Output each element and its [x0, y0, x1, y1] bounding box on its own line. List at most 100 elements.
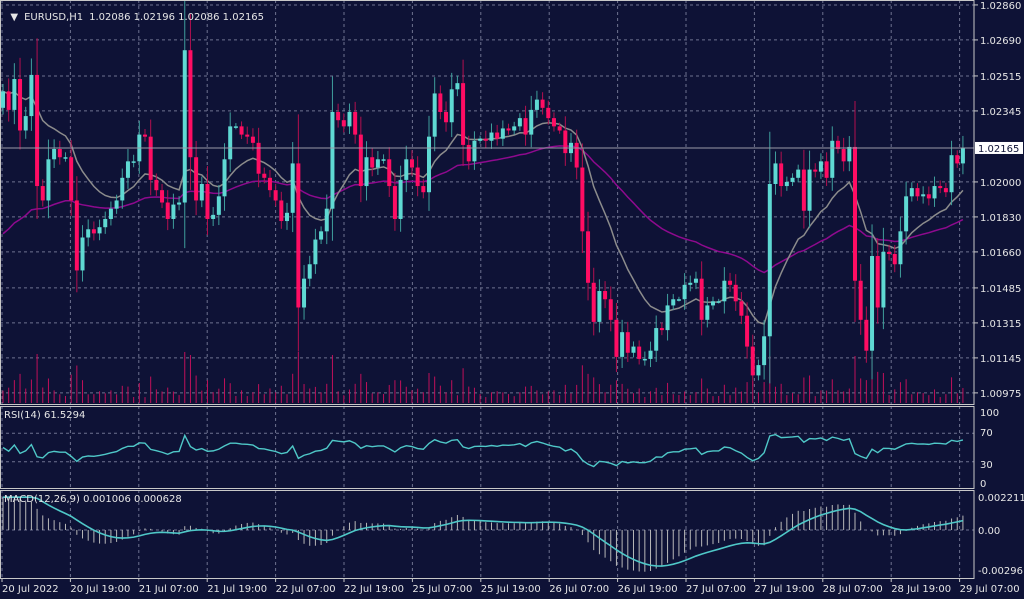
macd-axis-label: -0.00296	[978, 566, 1023, 577]
candle-body	[91, 229, 96, 234]
bearish-candle	[864, 306, 869, 363]
bearish-candle	[91, 221, 96, 241]
candle-body	[194, 157, 199, 201]
bullish-candle	[818, 153, 823, 179]
candle-body	[858, 280, 863, 320]
bearish-candle	[875, 238, 880, 324]
bullish-candle	[711, 296, 715, 310]
bullish-candle	[120, 168, 125, 209]
candle-body	[523, 118, 528, 135]
candle-body	[239, 126, 244, 135]
triangle-down-icon[interactable]: ▼	[10, 12, 19, 23]
bullish-candle	[722, 267, 727, 314]
candle-body	[597, 291, 602, 322]
candle-body	[23, 116, 28, 131]
candle-body	[676, 299, 681, 301]
price-axis-label: 1.01315	[980, 319, 1021, 330]
candle-body	[620, 332, 625, 357]
bearish-candle	[943, 182, 948, 198]
bearish-candle	[358, 116, 363, 203]
candle-body	[926, 194, 931, 199]
candle-body	[711, 301, 715, 306]
bearish-candle	[370, 147, 375, 177]
bullish-candle	[904, 181, 909, 245]
bullish-candle	[631, 341, 636, 358]
candle-body	[125, 161, 130, 178]
candle-body	[381, 159, 386, 161]
candle-body	[444, 111, 449, 123]
candle-body	[637, 346, 642, 359]
bearish-candle	[74, 176, 79, 293]
bullish-candle	[949, 140, 954, 206]
bullish-candle	[705, 296, 710, 328]
candle-body	[188, 50, 193, 158]
bearish-candle	[239, 121, 244, 140]
candle-body	[887, 251, 892, 254]
candle-body	[421, 186, 426, 193]
candle-body	[870, 256, 875, 351]
bullish-candle	[671, 294, 676, 311]
candle-body	[835, 140, 840, 150]
candle-body	[614, 319, 619, 357]
candle-body	[256, 142, 261, 174]
candle-body	[955, 155, 960, 164]
rsi-axis-label: 30	[980, 460, 993, 471]
bullish-candle	[285, 202, 289, 230]
candle-body	[580, 167, 585, 232]
bearish-candle	[438, 85, 443, 120]
bearish-candle	[580, 143, 585, 253]
price-axis-label: 1.01660	[980, 248, 1021, 259]
candle-body	[938, 186, 943, 189]
candle-body	[631, 346, 636, 353]
bearish-candle	[353, 101, 358, 144]
bullish-candle	[199, 176, 204, 208]
bullish-candle	[125, 149, 130, 189]
candle-body	[370, 157, 375, 168]
candle-body	[52, 149, 57, 160]
bullish-candle	[830, 126, 835, 191]
candle-body	[767, 183, 772, 337]
candle-body	[114, 200, 119, 209]
bearish-candle	[608, 286, 613, 332]
bullish-candle	[319, 226, 324, 245]
bullish-candle	[330, 76, 335, 241]
candle-body	[625, 332, 630, 353]
bearish-candle	[926, 186, 931, 206]
bullish-candle	[796, 164, 801, 183]
candle-body	[563, 130, 568, 154]
candle-body	[483, 138, 488, 141]
bullish-candle	[898, 216, 903, 278]
bearish-candle	[523, 105, 528, 146]
bearish-candle	[154, 173, 159, 196]
bullish-candle	[767, 131, 772, 384]
candle-body	[29, 74, 34, 117]
candle-body	[796, 169, 801, 178]
candle-body	[853, 146, 857, 281]
candle-body	[336, 111, 341, 121]
bearish-candle	[165, 190, 170, 231]
price-axis-label: 1.02860	[980, 1, 1021, 12]
bullish-candle	[347, 103, 352, 134]
candle-body	[97, 227, 102, 234]
candle-body	[943, 188, 948, 193]
bullish-candle	[324, 194, 329, 245]
candle-body	[307, 264, 312, 279]
candle-body	[103, 218, 108, 228]
candle-body	[40, 186, 45, 201]
candle-body	[756, 365, 761, 376]
macd-title: MACD(12,26,9) 0.001006 0.000628	[4, 494, 182, 505]
candle-body	[642, 358, 647, 361]
bearish-candle	[659, 322, 664, 336]
candle-body	[449, 89, 454, 123]
bearish-candle	[739, 292, 744, 325]
price-axis-label: 1.01145	[980, 354, 1021, 365]
candle-body	[892, 253, 897, 265]
bearish-candle	[853, 101, 857, 323]
rsi-axis-label: 70	[980, 428, 993, 439]
bullish-candle	[881, 227, 886, 330]
time-axis-label: 20 Jul 19:00	[70, 584, 130, 595]
price-axis-label: 1.01485	[980, 284, 1021, 295]
candle-body	[165, 202, 170, 219]
bearish-candle	[733, 274, 738, 311]
